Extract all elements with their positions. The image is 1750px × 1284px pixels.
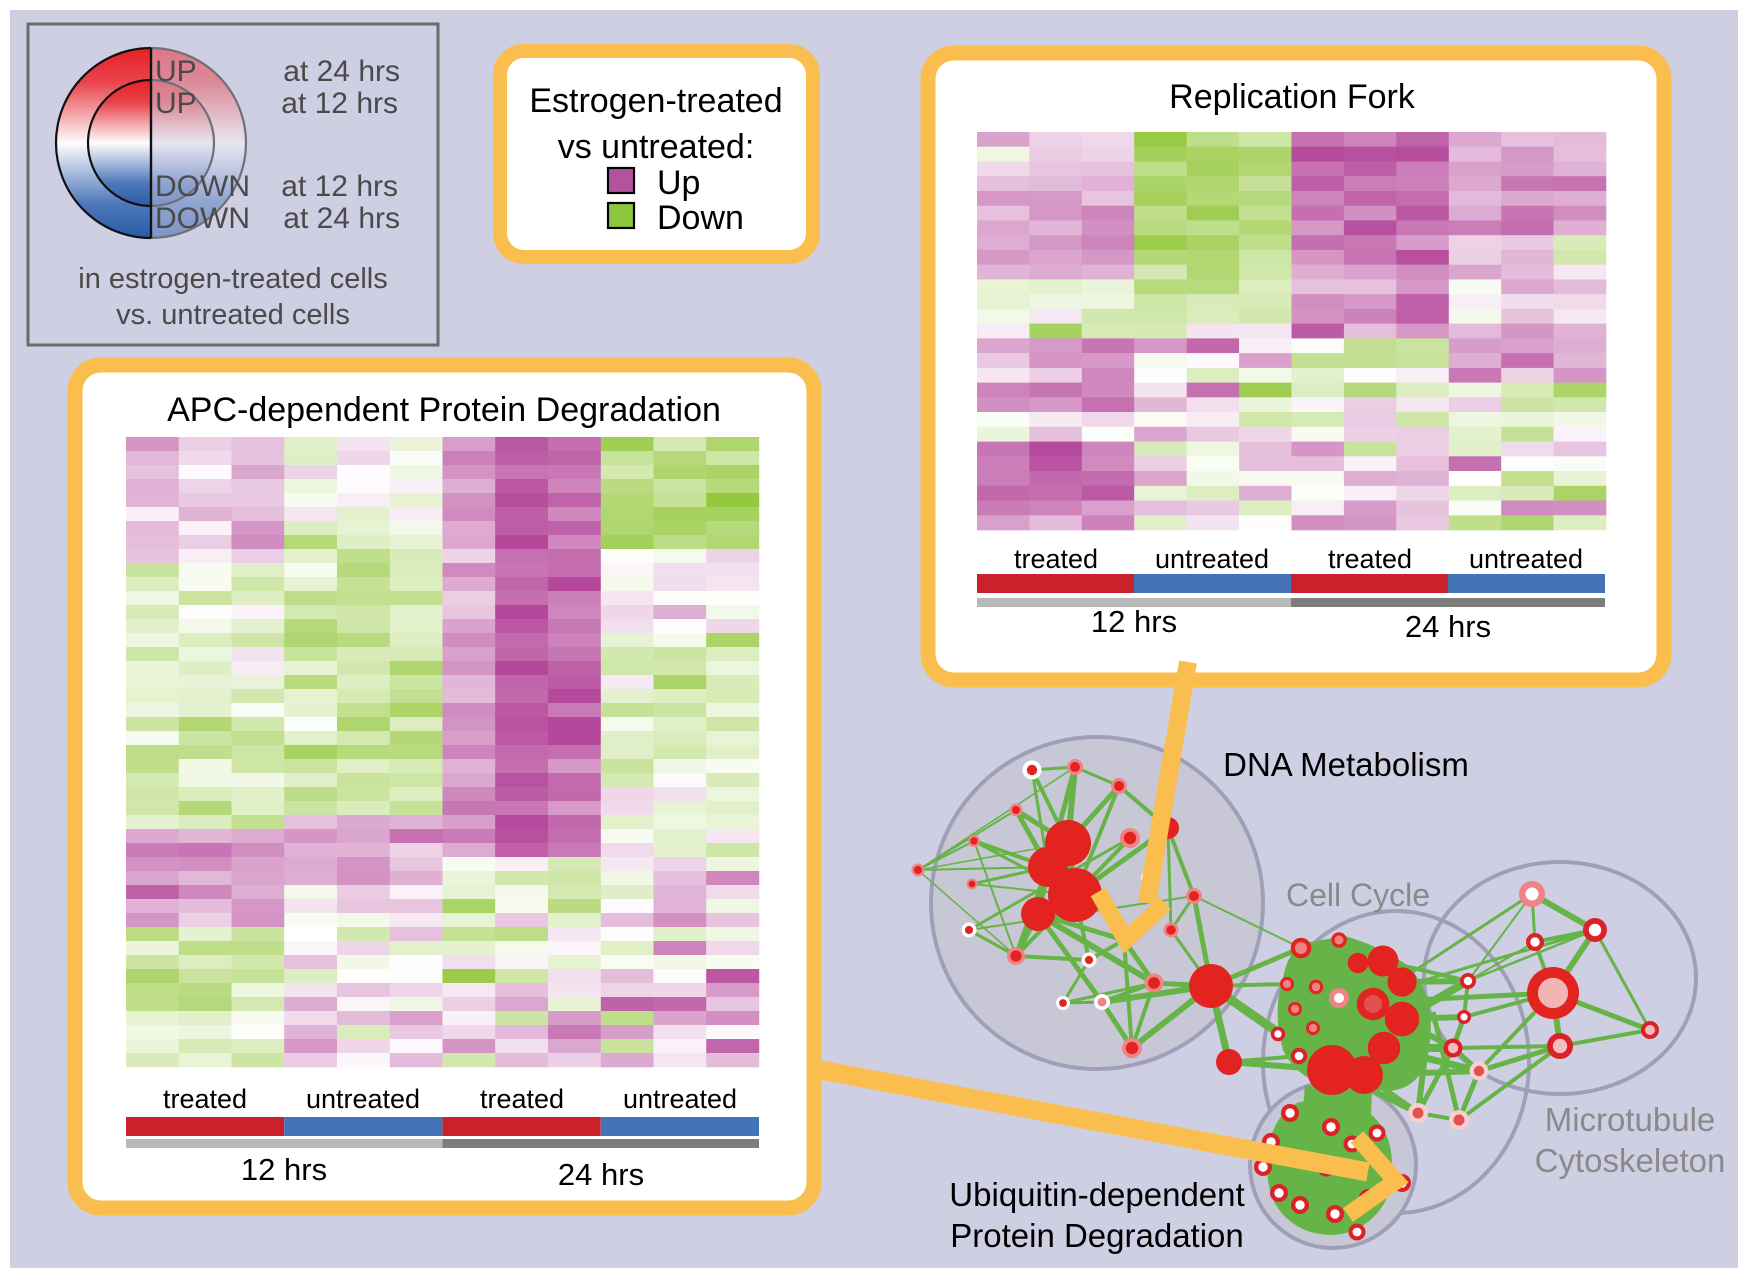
svg-text:untreated: untreated	[623, 1084, 737, 1114]
svg-text:24 hrs: 24 hrs	[1405, 609, 1491, 644]
svg-text:in estrogen-treated cells: in estrogen-treated cells	[78, 263, 388, 295]
svg-text:treated: treated	[480, 1084, 564, 1114]
svg-text:DOWN: DOWN	[155, 170, 250, 203]
svg-text:12 hrs: 12 hrs	[241, 1152, 327, 1187]
svg-text:vs untreated:: vs untreated:	[558, 128, 755, 166]
svg-text:DOWN: DOWN	[155, 202, 250, 235]
svg-text:at 12 hrs: at 12 hrs	[281, 87, 398, 120]
svg-text:treated: treated	[1014, 544, 1098, 574]
svg-text:12 hrs: 12 hrs	[1091, 604, 1177, 639]
svg-text:vs. untreated cells: vs. untreated cells	[116, 299, 350, 331]
svg-text:DNA Metabolism: DNA Metabolism	[1223, 746, 1469, 783]
svg-text:treated: treated	[1328, 544, 1412, 574]
svg-text:untreated: untreated	[306, 1084, 420, 1114]
svg-text:Ubiquitin-dependent: Ubiquitin-dependent	[949, 1176, 1244, 1213]
svg-text:Cytoskeleton: Cytoskeleton	[1535, 1142, 1726, 1179]
svg-text:at 24 hrs: at 24 hrs	[283, 55, 400, 88]
svg-text:treated: treated	[163, 1084, 247, 1114]
svg-text:Down: Down	[657, 199, 744, 237]
svg-text:Replication Fork: Replication Fork	[1169, 78, 1416, 116]
svg-text:Up: Up	[657, 164, 700, 202]
svg-text:at 12 hrs: at 12 hrs	[281, 170, 398, 203]
svg-text:untreated: untreated	[1155, 544, 1269, 574]
svg-text:UP: UP	[155, 87, 197, 120]
svg-text:24 hrs: 24 hrs	[558, 1157, 644, 1192]
svg-text:Estrogen-treated: Estrogen-treated	[529, 82, 782, 120]
svg-text:at 24 hrs: at 24 hrs	[283, 202, 400, 235]
svg-text:untreated: untreated	[1469, 544, 1583, 574]
svg-text:UP: UP	[155, 55, 197, 88]
svg-text:APC-dependent Protein Degradat: APC-dependent Protein Degradation	[167, 391, 721, 429]
svg-text:Microtubule: Microtubule	[1545, 1101, 1716, 1138]
svg-text:Cell Cycle: Cell Cycle	[1286, 877, 1430, 913]
svg-text:Protein Degradation: Protein Degradation	[950, 1217, 1244, 1254]
